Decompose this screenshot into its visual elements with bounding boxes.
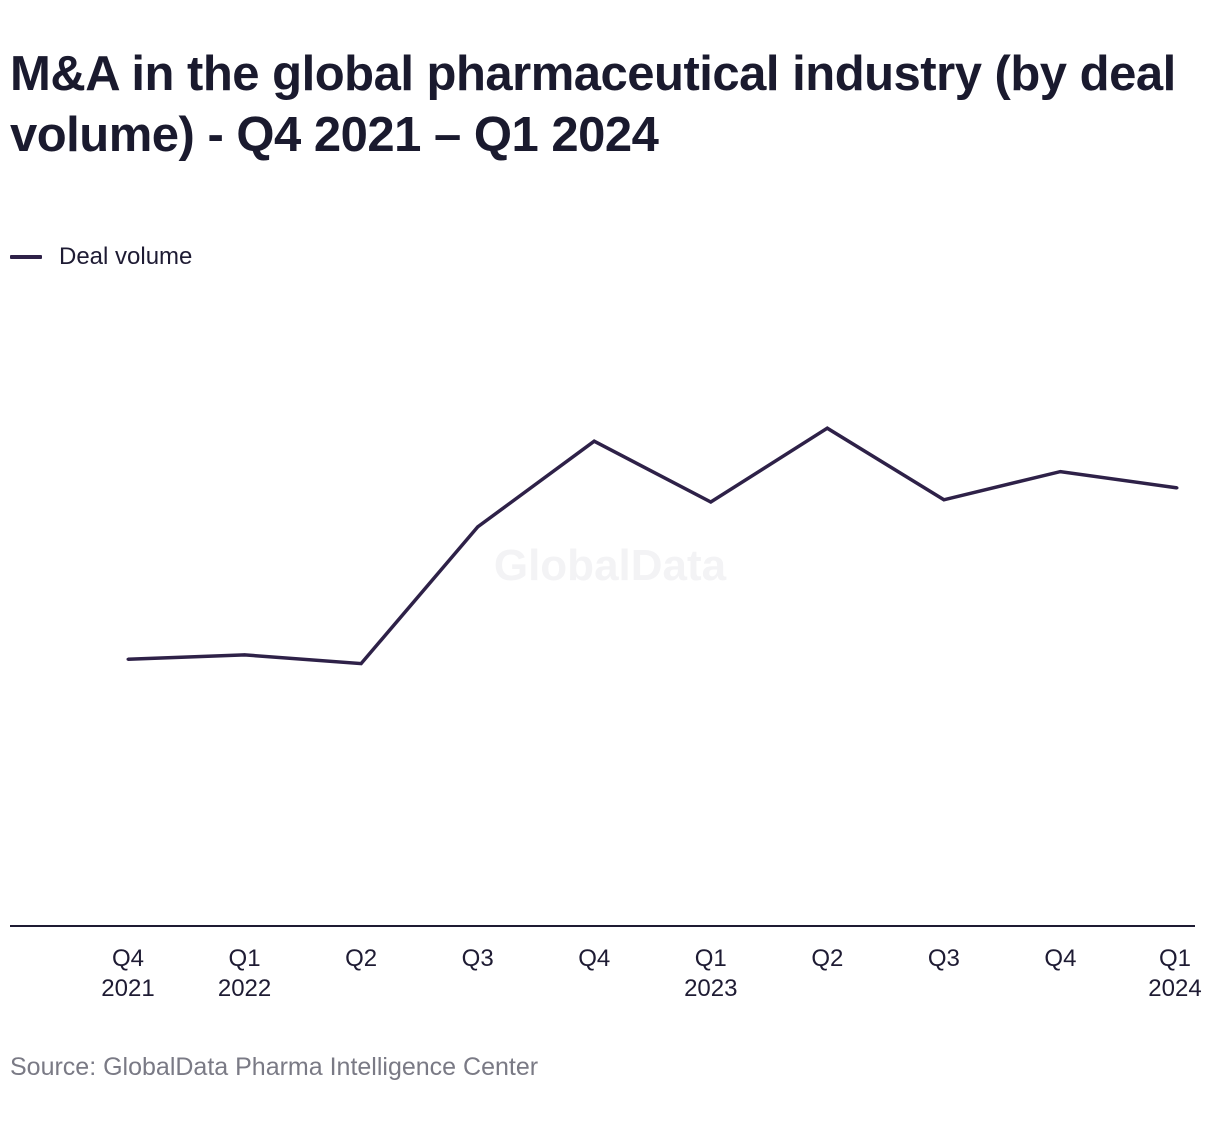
x-tick-label-quarter: Q1 bbox=[1159, 945, 1191, 972]
x-tick-label-quarter: Q3 bbox=[462, 945, 494, 972]
data-point-3 bbox=[476, 525, 480, 529]
data-point-2 bbox=[359, 662, 363, 666]
x-tick-label-year: 2022 bbox=[218, 975, 271, 1002]
data-point-5 bbox=[709, 500, 713, 504]
legend: Deal volume bbox=[10, 242, 192, 272]
data-point-6 bbox=[825, 426, 829, 430]
chart-title: M&A in the global pharmaceutical industr… bbox=[10, 47, 1176, 162]
x-tick-label-quarter: Q3 bbox=[928, 945, 960, 972]
x-tick-labels: Q4 2021 Q1 2022 Q2 Q3 Q4 Q1 2023 Q2 Q3 Q4 Q1 2024 bbox=[101, 945, 1201, 1002]
legend-label-deal-volume: Deal volume bbox=[59, 243, 193, 270]
data-point-1 bbox=[243, 653, 247, 657]
data-point-8 bbox=[1058, 470, 1062, 474]
data-point-7 bbox=[942, 498, 946, 502]
watermark-text: GlobalData bbox=[494, 541, 727, 590]
x-tick-label-year: 2024 bbox=[1148, 975, 1201, 1002]
x-tick-label-quarter: Q2 bbox=[345, 945, 377, 972]
x-tick-label-quarter: Q4 bbox=[578, 945, 610, 972]
data-point-9 bbox=[1175, 486, 1179, 490]
series-line-0 bbox=[127, 426, 1178, 666]
x-tick-label-year: 2021 bbox=[101, 975, 154, 1002]
x-tick-label-quarter: Q1 bbox=[229, 945, 261, 972]
x-tick-label-quarter: Q2 bbox=[811, 945, 843, 972]
legend-swatch-deal-volume bbox=[10, 255, 42, 259]
x-tick-label-quarter: Q4 bbox=[112, 945, 144, 972]
source-note: Source: GlobalData Pharma Intelligence C… bbox=[10, 1053, 539, 1081]
series-layer bbox=[126, 426, 1179, 666]
data-point-4 bbox=[592, 439, 596, 443]
data-point-0 bbox=[126, 657, 130, 661]
x-tick-label-year: 2023 bbox=[684, 975, 737, 1002]
x-tick-label-quarter: Q4 bbox=[1044, 945, 1076, 972]
x-tick-label-quarter: Q1 bbox=[695, 945, 727, 972]
